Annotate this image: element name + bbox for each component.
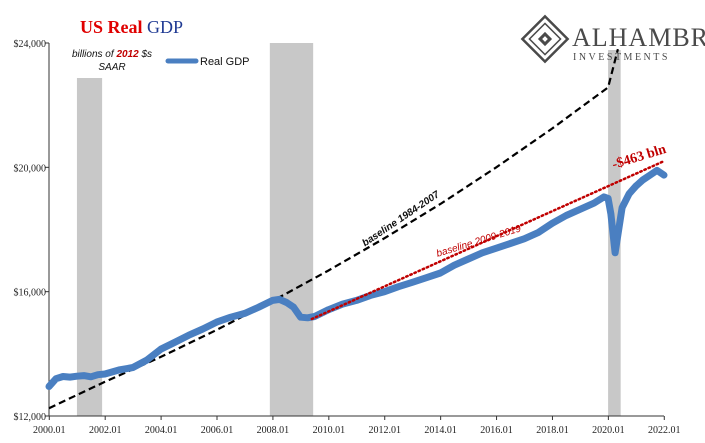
x-tick-label: 2006.01 bbox=[201, 425, 234, 436]
recession-band bbox=[269, 43, 314, 416]
x-tick-label: 2012.01 bbox=[368, 425, 401, 436]
units-note-line1: billions of 2012 $s bbox=[72, 49, 152, 60]
y-axis-ticks: $12,000 $16,000 $20,000 $24,000 bbox=[14, 39, 49, 423]
x-tick-label: 2004.01 bbox=[145, 425, 178, 436]
chart-title-part2: GDP bbox=[147, 17, 183, 37]
series-layer bbox=[45, 48, 668, 410]
x-tick-label: 2020.01 bbox=[592, 425, 625, 436]
brand-logo: Alhambra Investments bbox=[520, 14, 705, 64]
recession-band bbox=[76, 78, 103, 416]
y-tick-label: $12,000 bbox=[14, 412, 47, 423]
units-note-line2: SAAR bbox=[98, 62, 125, 73]
x-tick-label: 2018.01 bbox=[536, 425, 569, 436]
x-tick-label: 2014.01 bbox=[424, 425, 457, 436]
x-tick-label: 2016.01 bbox=[480, 425, 513, 436]
x-tick-label: 2008.01 bbox=[257, 425, 290, 436]
x-tick-label: 2000.01 bbox=[33, 425, 66, 436]
x-tick-label: 2010.01 bbox=[313, 425, 346, 436]
chart-title-part1: US Real bbox=[80, 17, 143, 37]
y-tick-label: $24,000 bbox=[14, 39, 47, 50]
x-axis-ticks: 2000.01 2002.01 2004.01 2006.01 2008.01 2010.… bbox=[33, 416, 681, 436]
legend: Real GDP bbox=[165, 56, 250, 68]
series-baseline-1984-2007 bbox=[48, 48, 619, 410]
brand-name: Alhambra bbox=[572, 23, 705, 52]
recession-bands bbox=[76, 43, 621, 416]
y-tick-label: $20,000 bbox=[14, 163, 47, 174]
x-tick-label: 2002.01 bbox=[89, 425, 122, 436]
units-note-suffix: $s bbox=[140, 49, 152, 60]
legend-label-real-gdp: Real GDP bbox=[200, 56, 250, 68]
brand-subtitle: Investments bbox=[573, 52, 670, 63]
x-tick-label: 2022.01 bbox=[648, 425, 681, 436]
y-tick-label: $16,000 bbox=[14, 288, 47, 299]
diamond-logo-icon bbox=[520, 14, 570, 64]
units-note-prefix: billions of bbox=[72, 49, 115, 60]
units-note-year: 2012 bbox=[115, 49, 139, 60]
chart-title: US Real GDP bbox=[80, 17, 183, 37]
series-baseline-2009-2019 bbox=[310, 159, 666, 321]
